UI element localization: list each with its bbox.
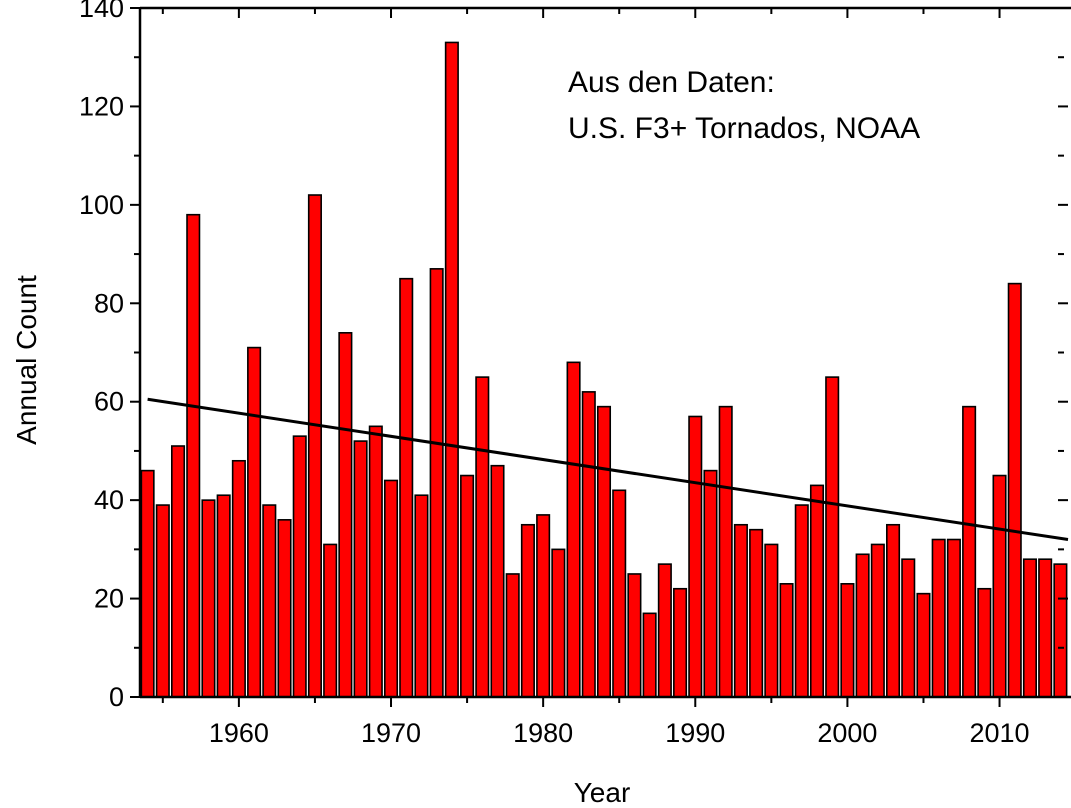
axes-group <box>130 6 1071 707</box>
bar-2009 <box>977 587 992 698</box>
bar-1979 <box>520 523 535 698</box>
bar-2005 <box>916 592 931 698</box>
annotation-line-2: U.S. F3+ Tornados, NOAA <box>568 112 920 145</box>
bar-1983 <box>581 391 596 698</box>
bar-1956 <box>171 445 186 698</box>
y-tick-label-40: 40 <box>94 485 124 515</box>
bar-1975 <box>460 474 475 698</box>
bar-1995 <box>764 543 779 698</box>
bar-1967 <box>338 332 353 698</box>
bar-1984 <box>596 405 612 698</box>
bar-1989 <box>673 587 688 698</box>
y-tick-label-20: 20 <box>94 584 124 614</box>
bar-1957 <box>186 213 201 698</box>
bar-1974 <box>444 41 459 698</box>
bar-1963 <box>277 519 292 698</box>
y-tick-label-80: 80 <box>94 288 124 318</box>
bar-2008 <box>962 405 977 698</box>
bar-2001 <box>855 553 870 698</box>
tick-labels-group: 0 20 40 60 80 100 120 140 1960 1970 1980 1990 2000 20… <box>79 0 1030 748</box>
x-axis-title: Year <box>574 777 631 808</box>
bar-1968 <box>353 440 368 698</box>
bar-1969 <box>368 425 383 698</box>
x-tick-label-2010: 2010 <box>970 718 1030 748</box>
bar-2014 <box>1053 563 1068 698</box>
bar-1987 <box>642 612 657 698</box>
bar-1959 <box>216 494 231 698</box>
x-tick-label-1990: 1990 <box>665 718 725 748</box>
bar-1982 <box>566 361 581 698</box>
x-tick-label-1970: 1970 <box>361 718 421 748</box>
bar-1991 <box>703 469 718 698</box>
bar-1970 <box>383 479 399 698</box>
trend-line-group <box>147 397 1069 541</box>
bar-1997 <box>794 504 809 698</box>
x-tick-label-1980: 1980 <box>513 718 573 748</box>
bar-1978 <box>505 573 520 698</box>
bar-1977 <box>490 464 505 698</box>
bar-1964 <box>292 435 307 698</box>
y-tick-label-140: 140 <box>79 0 124 23</box>
bar-2004 <box>901 558 916 698</box>
bar-1993 <box>733 523 748 698</box>
bar-1958 <box>201 499 216 698</box>
bar-1973 <box>429 268 444 698</box>
bar-1985 <box>612 489 627 698</box>
bar-2003 <box>886 523 901 698</box>
bar-2002 <box>870 543 885 698</box>
bar-1966 <box>323 543 338 698</box>
bar-1998 <box>809 484 825 698</box>
bar-2010 <box>992 474 1007 698</box>
bar-1992 <box>718 405 733 698</box>
bar-1986 <box>627 573 642 698</box>
bar-2006 <box>931 538 946 698</box>
y-axis-title: Annual Count <box>11 275 42 445</box>
y-tick-label-120: 120 <box>79 91 124 121</box>
bar-2000 <box>840 583 855 698</box>
y-tick-label-100: 100 <box>79 190 124 220</box>
bar-1971 <box>399 277 414 698</box>
bar-1996 <box>779 583 794 698</box>
x-tick-label-1960: 1960 <box>209 718 269 748</box>
bar-1990 <box>688 415 703 698</box>
bar-2011 <box>1007 282 1022 698</box>
bar-1962 <box>262 504 277 698</box>
bar-2012 <box>1022 558 1037 698</box>
bar-1972 <box>414 494 429 698</box>
bar-1999 <box>825 376 840 698</box>
bar-1994 <box>749 528 764 698</box>
bar-1954 <box>140 469 155 698</box>
trend-line <box>147 397 1069 541</box>
bar-2013 <box>1038 558 1053 698</box>
bar-2007 <box>946 538 961 698</box>
bar-1965 <box>307 194 322 698</box>
bar-1988 <box>657 563 672 698</box>
annotation-line-1: Aus den Daten: <box>568 66 775 99</box>
bar-1976 <box>475 376 490 698</box>
bar-1955 <box>155 504 170 698</box>
bar-1960 <box>231 459 246 698</box>
y-tick-label-0: 0 <box>109 682 124 712</box>
bar-1981 <box>551 548 566 698</box>
bar-1961 <box>247 346 262 698</box>
x-tick-label-2000: 2000 <box>817 718 877 748</box>
bar-1980 <box>536 514 551 698</box>
y-tick-label-60: 60 <box>94 387 124 417</box>
